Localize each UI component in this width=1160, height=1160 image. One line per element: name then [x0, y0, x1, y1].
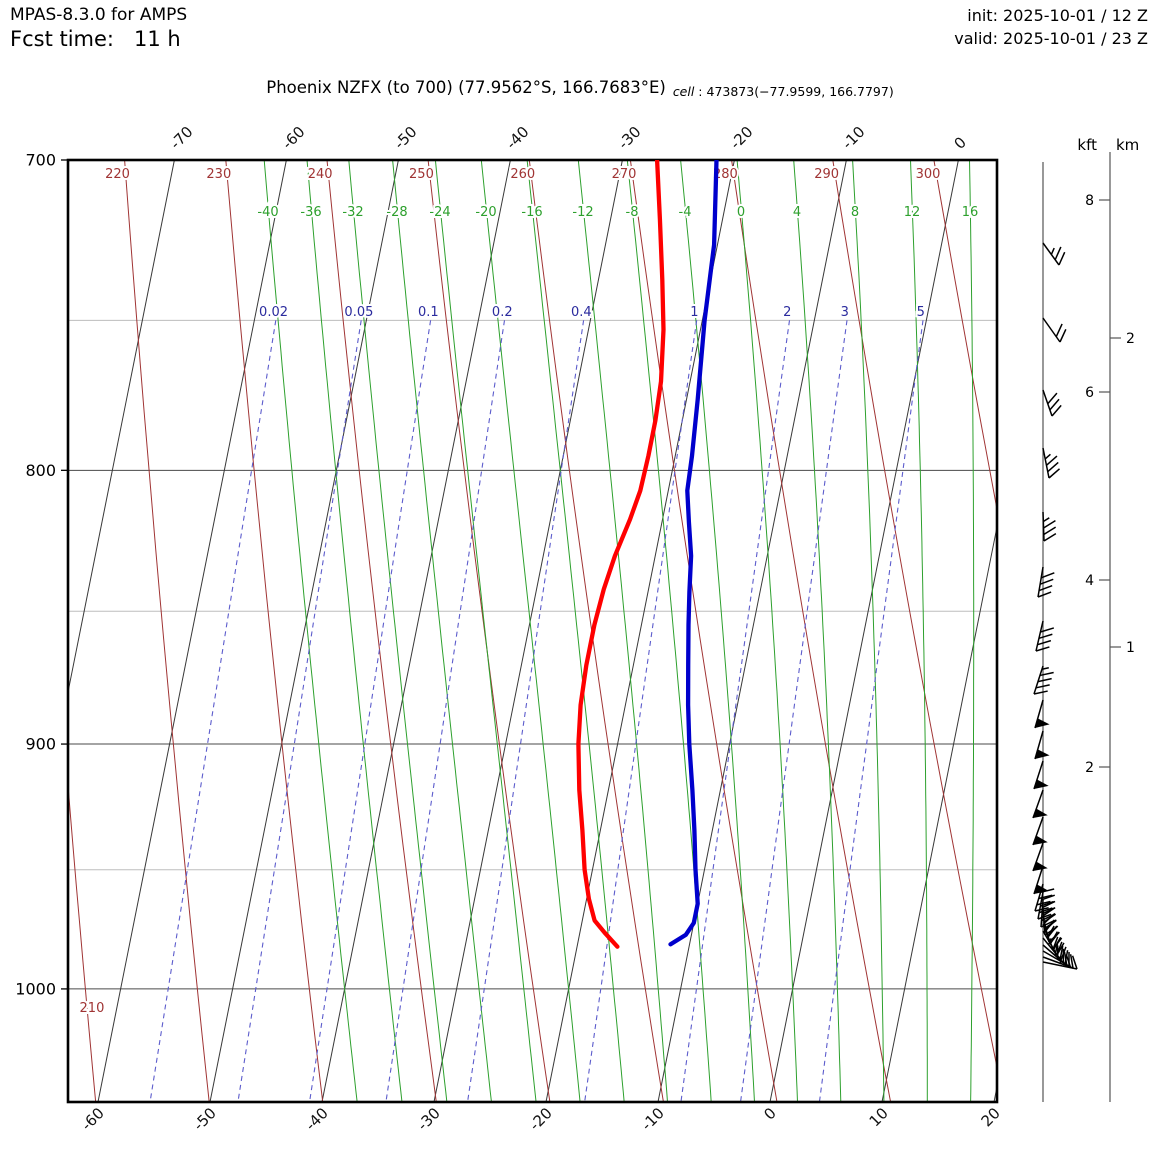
svg-text:1: 1: [1126, 640, 1135, 656]
svg-text:260: 260: [510, 167, 535, 182]
top-temperature-labels: -70 -60 -50 -40 -30 -20 -10 0: [167, 123, 970, 153]
svg-text:-10: -10: [638, 1104, 668, 1134]
svg-text:250: 250: [409, 167, 434, 182]
model-version-label: MPAS-8.3.0 for AMPS: [10, 5, 188, 25]
pressure-axis-labels: 700 800 900 1000: [15, 151, 68, 998]
cell-label: cell: [672, 84, 695, 99]
isotherm-lines: [68, 160, 997, 1102]
pressure-gridlines-major: [68, 469, 997, 990]
svg-text:6: 6: [1085, 385, 1094, 401]
init-time-label: init: 2025-10-01 / 12 Z: [967, 6, 1148, 25]
svg-text:-40: -40: [503, 123, 533, 153]
svg-text:0: 0: [737, 205, 745, 220]
cell-value: : 473873(−77.9599, 166.7797): [694, 84, 894, 99]
svg-text:210: 210: [80, 1001, 105, 1016]
svg-text:-4: -4: [679, 205, 692, 220]
svg-text:-50: -50: [391, 123, 421, 153]
svg-text:240: 240: [308, 167, 333, 182]
svg-text:-60: -60: [78, 1104, 108, 1134]
svg-text:-40: -40: [302, 1104, 332, 1134]
svg-text:230: 230: [206, 167, 231, 182]
dry-adiabat-labels: 220 230 240 250 260 270 2 8 0 290 300 210: [78, 165, 943, 1018]
svg-text:10: 10: [866, 1104, 892, 1130]
svg-text:2: 2: [1085, 760, 1094, 776]
plot-title: Phoenix NZFX (to 700) (77.9562°S, 166.76…: [0, 78, 1160, 99]
svg-text:-16: -16: [521, 205, 542, 220]
svg-text:20: 20: [978, 1104, 1004, 1130]
svg-text:8: 8: [1085, 193, 1094, 209]
svg-text:-10: -10: [839, 123, 869, 153]
svg-text:-40: -40: [257, 205, 278, 220]
height-axis: kft km 8 6 4 2 2 1: [1077, 136, 1139, 1102]
svg-text:4: 4: [793, 205, 801, 220]
svg-text:0.1: 0.1: [418, 305, 439, 320]
svg-text:kft: kft: [1077, 136, 1097, 154]
svg-text:-20: -20: [727, 123, 757, 153]
svg-text:0.2: 0.2: [492, 305, 513, 320]
svg-text:-50: -50: [190, 1104, 220, 1134]
svg-text:0.02: 0.02: [259, 305, 288, 320]
svg-text:2: 2: [783, 305, 791, 320]
svg-text:1: 1: [690, 305, 698, 320]
svg-text:-24: -24: [429, 205, 450, 220]
svg-text:0.05: 0.05: [344, 305, 373, 320]
forecast-time-label: Fcst time: 11 h: [10, 27, 181, 51]
valid-time-label: valid: 2025-10-01 / 23 Z: [954, 29, 1148, 48]
svg-text:300: 300: [916, 167, 941, 182]
svg-text:220: 220: [105, 167, 130, 182]
dry-adiabat-lines: [68, 160, 997, 1102]
svg-text:700: 700: [25, 151, 56, 170]
svg-text:16: 16: [962, 205, 979, 220]
svg-text:1000: 1000: [15, 979, 56, 998]
svg-text:-30: -30: [414, 1104, 444, 1134]
svg-text:-28: -28: [386, 205, 407, 220]
svg-text:270: 270: [612, 167, 637, 182]
dewpoint-curve: [576, 160, 666, 949]
svg-text:0: 0: [760, 1104, 779, 1123]
svg-text:-8: -8: [626, 205, 639, 220]
svg-text:-32: -32: [342, 205, 363, 220]
moist-adiabat-lines: [263, 160, 975, 1102]
svg-text:12: 12: [904, 205, 921, 220]
svg-text:4: 4: [1085, 573, 1094, 589]
svg-text:-30: -30: [615, 123, 645, 153]
pressure-gridlines-minor: [68, 319, 997, 871]
plot-title-main: Phoenix NZFX (to 700) (77.9562°S, 166.76…: [266, 78, 666, 97]
svg-text:-12: -12: [572, 205, 593, 220]
temperature-curve: [668, 160, 719, 947]
svg-text:-36: -36: [300, 205, 321, 220]
mixing-ratio-labels: 0.02 0.05 0.1 0.2 0.4 1 2 3 5: [257, 303, 927, 322]
svg-text:-20: -20: [526, 1104, 556, 1134]
svg-text:800: 800: [25, 461, 56, 480]
svg-text:3: 3: [841, 305, 849, 320]
bottom-temperature-labels: -60 -50 -40 -30 -20 -10 0 10 20: [78, 1104, 1004, 1134]
svg-text:0: 0: [951, 133, 970, 152]
plot-title-cell: cell : 473873(−77.9599, 166.7797): [666, 84, 894, 99]
moist-adiabat-labels: -40 -36 -32 -28 -24 -20 -16 -12 -8 -4 0 4 8 12 16: [255, 203, 980, 222]
svg-text:2: 2: [1126, 331, 1135, 347]
svg-text:0.4: 0.4: [571, 305, 592, 320]
svg-text:5: 5: [917, 305, 925, 320]
svg-text:-20: -20: [475, 205, 496, 220]
svg-text:900: 900: [25, 735, 56, 754]
plot-frame: [66, 158, 999, 1104]
svg-text:km: km: [1116, 136, 1139, 154]
wind-barb-column: [1032, 162, 1078, 1102]
svg-text:8: 8: [851, 205, 859, 220]
svg-text:-70: -70: [167, 123, 197, 153]
svg-text:-60: -60: [279, 123, 309, 153]
mixing-ratio-lines: [149, 320, 924, 1102]
svg-text:290: 290: [814, 167, 839, 182]
